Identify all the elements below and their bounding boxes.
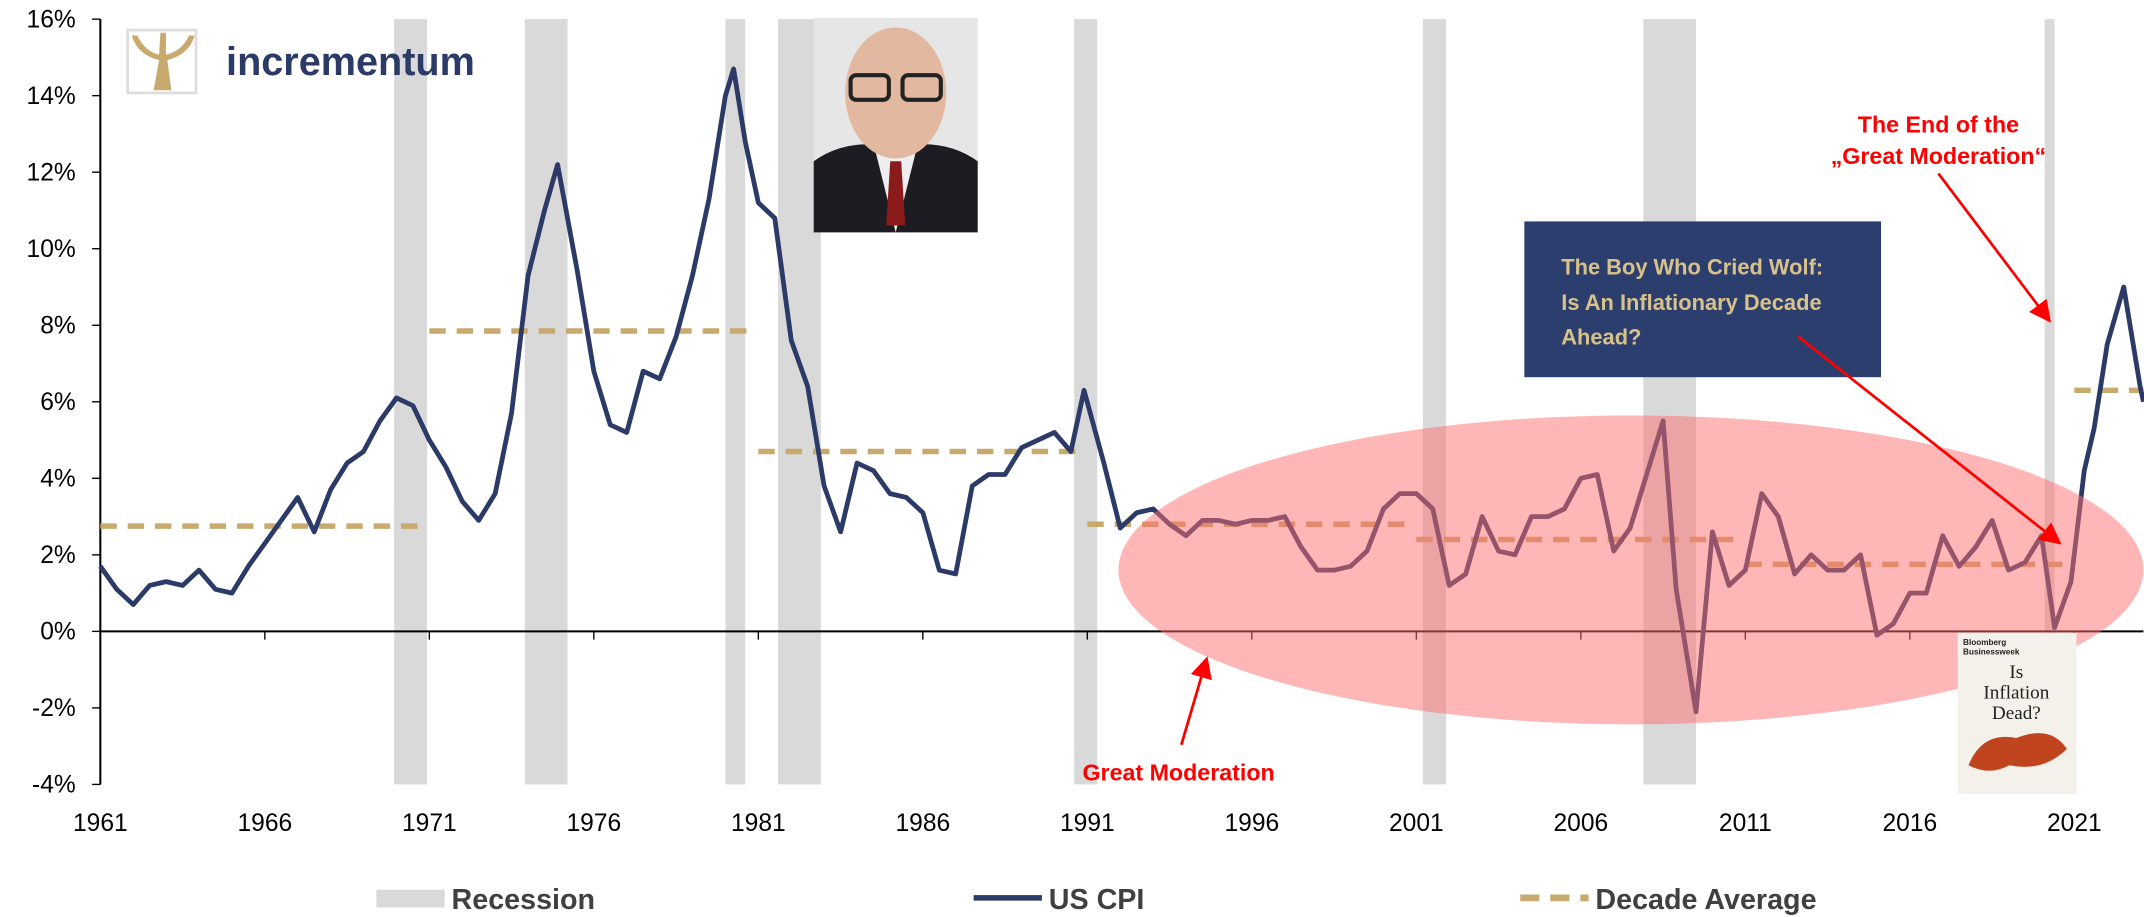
magazine-publisher: Businessweek xyxy=(1963,648,2020,657)
annotation-box xyxy=(1524,221,1882,378)
arrow xyxy=(1180,656,1212,746)
x-tick-label: 2006 xyxy=(1553,810,1608,837)
y-tick-label: 16% xyxy=(27,6,76,33)
annotation-text: Great Moderation xyxy=(1082,759,1274,785)
magazine-headline: Inflation xyxy=(1983,682,2049,703)
x-tick-label: 2021 xyxy=(2047,810,2102,837)
annotation-layer: incrementum The Boy Who Cried Wolf: Is A… xyxy=(126,17,2077,795)
magazine-headline: Is xyxy=(2009,662,2023,683)
y-tick-label: 2% xyxy=(40,542,76,569)
x-tick-label: 1991 xyxy=(1060,810,1115,837)
x-tick-label: 1981 xyxy=(731,810,786,837)
highlight-ellipse xyxy=(1118,415,2144,725)
x-tick-label: 1986 xyxy=(895,810,950,837)
y-tick-label: -4% xyxy=(32,772,76,799)
annotation-text: „Great Moderation“ xyxy=(1831,143,2046,169)
x-tick-label: 1961 xyxy=(73,810,128,837)
magazine-image xyxy=(1968,733,2067,771)
x-tick-label: 2011 xyxy=(1719,810,1772,837)
arrow xyxy=(1937,172,2052,323)
magazine-headline: Dead? xyxy=(1992,703,2041,724)
data-layer xyxy=(98,66,2144,725)
logo-frame xyxy=(126,28,198,95)
recession-band xyxy=(2044,19,2055,785)
y-tick-label: 14% xyxy=(27,83,76,110)
legend-swatch xyxy=(376,889,445,908)
y-tick-label: 12% xyxy=(27,159,76,186)
logo-text: incrementum xyxy=(226,40,475,84)
x-tick-label: 2016 xyxy=(1882,810,1937,837)
portrait xyxy=(813,17,978,233)
x-tick-label: 1971 xyxy=(402,810,457,837)
x-tick-label: 1996 xyxy=(1224,810,1279,837)
recession-band xyxy=(725,19,746,785)
annotation-box-text: Is An Inflationary Decade xyxy=(1561,290,1821,315)
annotation-text: The End of the xyxy=(1858,112,2019,138)
portrait-tie xyxy=(886,161,906,226)
x-tick-label: 1976 xyxy=(566,810,621,837)
legend-label: Recession xyxy=(452,884,596,916)
y-tick-label: -2% xyxy=(32,695,76,722)
y-tick-label: 4% xyxy=(40,466,76,493)
magazine-publisher: Bloomberg xyxy=(1963,638,2006,647)
annotation-box-text: The Boy Who Cried Wolf: xyxy=(1561,255,1823,280)
x-tick-label: 2001 xyxy=(1389,810,1444,837)
y-tick-label: 8% xyxy=(40,312,76,339)
y-tick-label: 10% xyxy=(27,236,76,263)
portrait-glasses xyxy=(900,73,943,102)
y-tick-label: 0% xyxy=(40,619,76,646)
annotation-box-text: Ahead? xyxy=(1561,324,1641,349)
y-tick-label: 6% xyxy=(40,389,76,416)
legend-label: Decade Average xyxy=(1595,884,1816,916)
logo-tree xyxy=(131,32,195,91)
legend-label: US CPI xyxy=(1049,884,1145,916)
logo: incrementum xyxy=(126,28,475,95)
recession-band xyxy=(524,19,568,785)
portrait-glasses xyxy=(848,73,891,102)
magazine-cover: Bloomberg Businessweek Is Inflation Dead… xyxy=(1957,632,2077,795)
x-tick-label: 1966 xyxy=(237,810,292,837)
arrow xyxy=(1796,335,2062,545)
portrait-face xyxy=(845,27,947,159)
